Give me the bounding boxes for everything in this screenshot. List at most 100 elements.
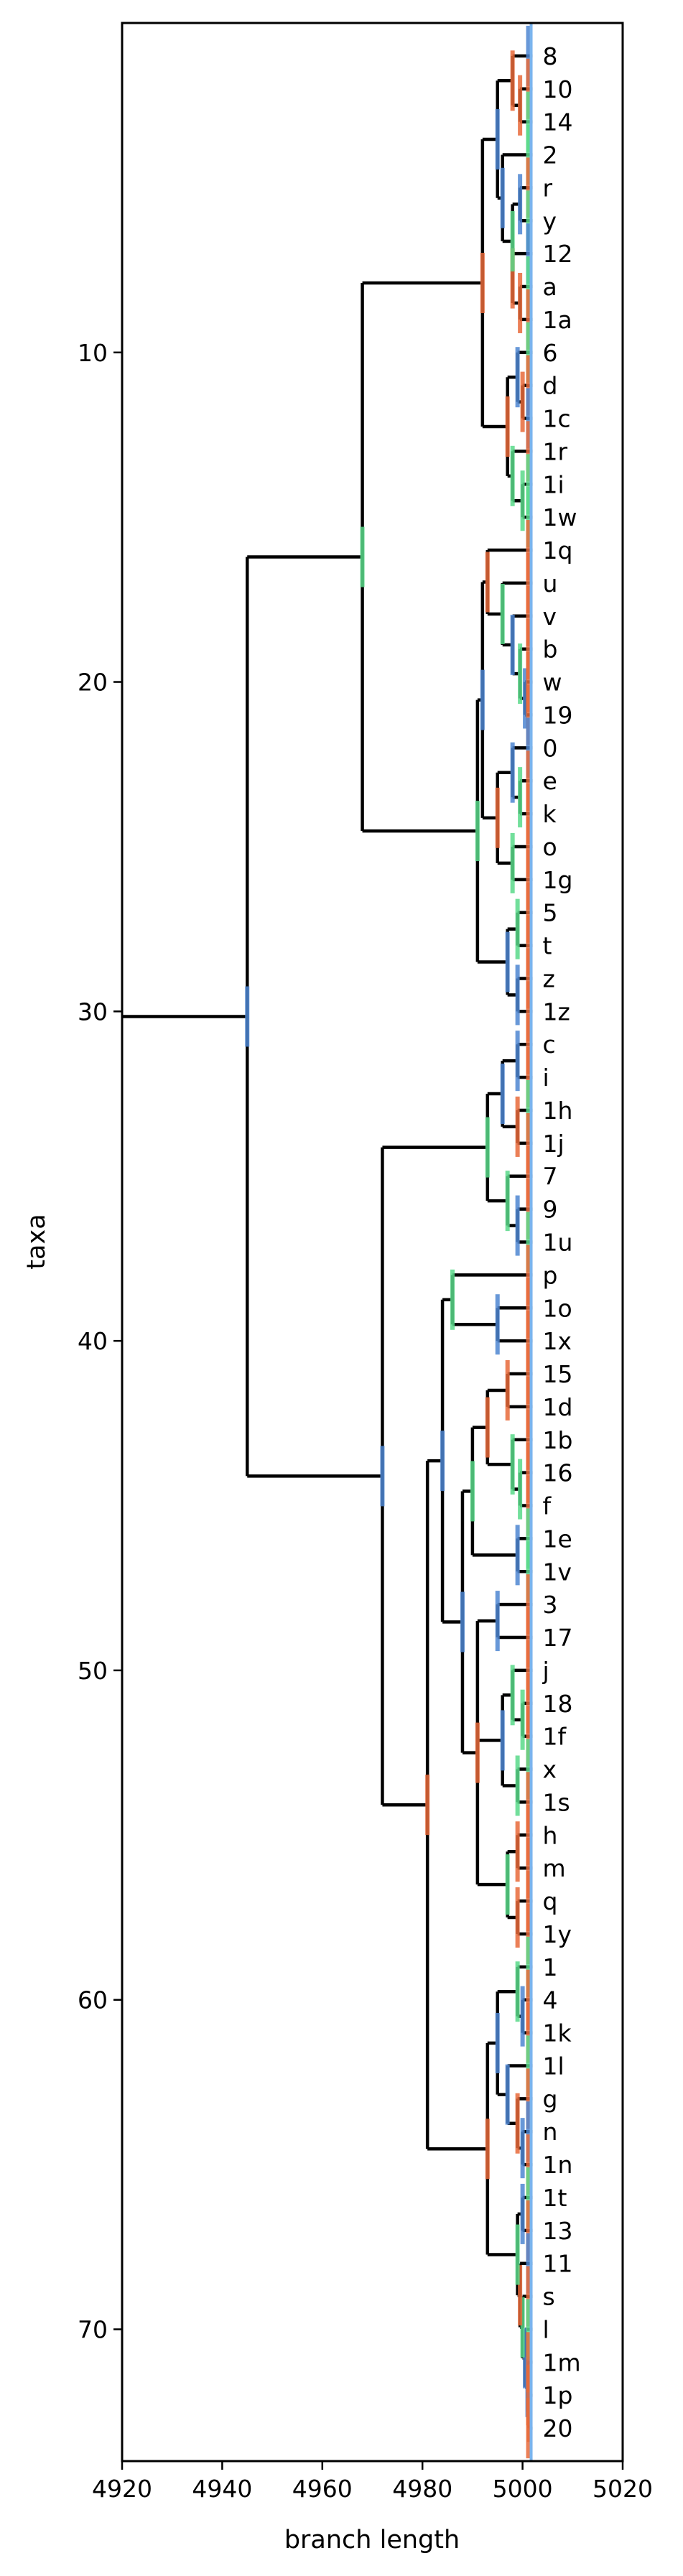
taxon-label: 1b — [543, 1426, 573, 1454]
node-mark — [515, 1887, 520, 1948]
taxon-label: 11 — [543, 2250, 573, 2278]
taxon-label: 1l — [543, 2052, 564, 2080]
tip-mark — [526, 1706, 531, 1767]
taxon-label: o — [543, 833, 557, 861]
y-tick-label: 40 — [78, 1327, 108, 1355]
taxon-label: 8 — [543, 42, 558, 70]
tip-mark — [526, 1311, 531, 1372]
x-tick-label: 5000 — [493, 2475, 553, 2503]
taxon-label: 5 — [543, 899, 558, 927]
node-mark — [470, 1461, 475, 1522]
taxon-label: 1e — [543, 1525, 572, 1553]
taxon-label: 17 — [543, 1624, 573, 1652]
taxon-label: b — [543, 636, 558, 664]
node-mark — [515, 2093, 520, 2154]
node-mark — [485, 2119, 490, 2180]
taxon-label: j — [542, 1657, 549, 1685]
taxon-label: 1y — [543, 1920, 572, 1948]
taxon-label: 2 — [543, 141, 558, 169]
tip-mark — [526, 1936, 531, 1997]
tip-mark — [526, 25, 531, 86]
node-mark — [510, 614, 515, 675]
node-mark — [520, 371, 525, 432]
taxon-label: 14 — [543, 108, 573, 136]
node-mark — [520, 2183, 525, 2244]
node-mark — [515, 2224, 520, 2285]
node-mark — [523, 2328, 528, 2389]
tip-mark — [526, 1245, 531, 1306]
tip-mark — [526, 289, 531, 350]
tip-mark — [526, 1739, 531, 1800]
node-mark — [518, 643, 523, 705]
x-axis-ticks: 4920 4940 4960 4980 5000 5020 — [92, 2461, 653, 2503]
tip-mark — [526, 1574, 531, 1635]
taxon-label: 1q — [543, 536, 573, 564]
taxon-label: 1w — [543, 503, 577, 531]
tip-mark — [526, 717, 531, 778]
node-mark — [460, 1591, 465, 1652]
tip-mark — [526, 1541, 531, 1602]
node-mark — [515, 1821, 520, 1882]
node-mark — [510, 832, 515, 893]
node-mark — [440, 1431, 445, 1492]
taxon-label: 16 — [543, 1459, 573, 1487]
taxon-label: m — [543, 1854, 566, 1882]
x-tick-label: 4980 — [392, 2475, 452, 2503]
taxon-label: z — [543, 964, 555, 992]
taxon-label: 19 — [543, 701, 573, 729]
node-mark — [245, 986, 250, 1047]
tip-mark — [526, 91, 531, 152]
tip-mark — [526, 1409, 531, 1470]
node-mark — [495, 787, 500, 848]
tip-mark — [526, 552, 531, 613]
node-mark — [515, 964, 520, 1026]
tip-mark — [526, 1079, 531, 1140]
tip-mark — [526, 1772, 531, 1833]
tip-mark — [526, 2167, 531, 2228]
node-mark — [515, 1525, 520, 1586]
tip-mark — [526, 1014, 531, 1075]
node-mark — [520, 2118, 525, 2179]
tip-mark — [526, 1475, 531, 1536]
tip-mark — [526, 618, 531, 679]
tip-mark — [526, 1145, 531, 1206]
tip-mark — [526, 2299, 531, 2360]
taxon-label: 1c — [543, 405, 571, 433]
node-mark — [505, 1171, 510, 1232]
plot-frame — [121, 22, 624, 2463]
tip-mark — [526, 2233, 531, 2294]
taxon-label: 9 — [543, 1196, 558, 1224]
y-tick-label: 30 — [78, 998, 108, 1026]
node-mark — [518, 272, 523, 333]
taxon-label: r — [543, 174, 553, 202]
node-mark — [475, 1722, 480, 1783]
node-mark — [485, 1117, 490, 1178]
tip-mark — [526, 256, 531, 317]
taxon-label: d — [543, 372, 558, 400]
taxon-label: a — [543, 273, 557, 301]
taxon-label: f — [543, 1492, 552, 1520]
taxon-label: v — [543, 603, 557, 631]
tip-mark — [526, 816, 531, 877]
tip-mark — [526, 784, 531, 845]
node-mark — [360, 526, 365, 587]
tip-marks — [526, 23, 533, 2461]
x-tick-label: 5020 — [593, 2475, 653, 2503]
taxon-label: 1h — [543, 1097, 573, 1125]
node-mark — [515, 1961, 520, 2022]
tip-mark — [526, 684, 531, 745]
node-mark — [510, 210, 515, 271]
node-mark — [485, 552, 490, 613]
taxon-label: k — [543, 800, 557, 828]
tip-mark — [526, 2398, 531, 2459]
taxon-label: 1z — [543, 998, 570, 1026]
tip-mark — [526, 585, 531, 646]
taxon-label: 1a — [543, 306, 572, 334]
taxon-label: 1o — [543, 1294, 572, 1322]
tip-mark — [526, 1607, 531, 1668]
tip-mark — [526, 1442, 531, 1503]
node-mark — [510, 50, 515, 111]
taxon-label: 1j — [543, 1130, 564, 1158]
tip-mark — [526, 388, 531, 449]
